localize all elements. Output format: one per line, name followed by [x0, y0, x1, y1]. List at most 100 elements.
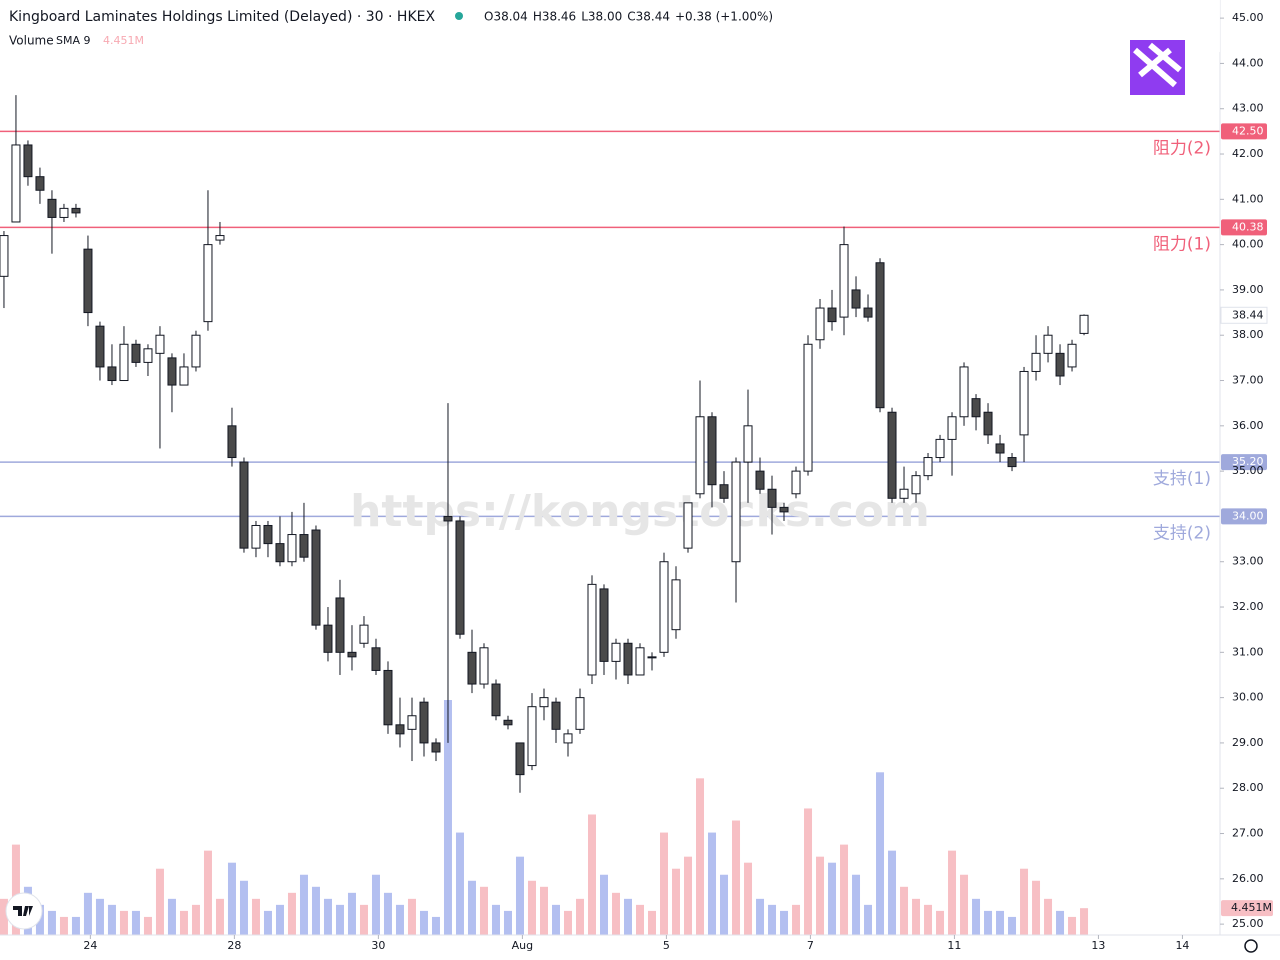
- volume-bar: [1008, 916, 1017, 935]
- y-tick-label: 36.00: [1232, 419, 1264, 432]
- level-badge: [1221, 454, 1267, 471]
- settings-icon[interactable]: [1244, 939, 1258, 953]
- volume-bar: [936, 910, 945, 935]
- volume-bar: [11, 844, 20, 935]
- volume-bar: [1068, 916, 1077, 935]
- x-tick-label: 7: [807, 939, 814, 952]
- volume-bar: [395, 904, 404, 935]
- volume-bar: [215, 898, 224, 935]
- last-price-label: 38.44: [1232, 308, 1264, 321]
- volume-bar: [984, 910, 993, 935]
- volume-bar: [732, 820, 741, 935]
- candle-body: [443, 515, 453, 522]
- volume-badge: [1221, 900, 1273, 917]
- candles-layer: [0, 95, 1089, 793]
- level-name: 阻力(1): [1153, 234, 1211, 254]
- y-tick-label: 38.00: [1232, 328, 1264, 341]
- x-tick-label: 13: [1091, 939, 1105, 952]
- candle-body: [323, 624, 333, 653]
- level-name: 阻力(2): [1153, 138, 1211, 158]
- volume-bar: [924, 904, 933, 935]
- ohlc-value: O38.04: [484, 10, 528, 24]
- candle-body: [767, 488, 777, 508]
- volume-bar: [383, 892, 392, 935]
- candle-body: [875, 262, 885, 409]
- y-tick-label: 43.00: [1232, 102, 1264, 115]
- candle-body: [383, 669, 393, 726]
- candle-body: [863, 307, 873, 318]
- level-name: 支持(1): [1153, 469, 1211, 489]
- candle-body: [515, 742, 525, 776]
- y-tick-label: 31.00: [1232, 645, 1264, 658]
- candle-body: [1031, 352, 1041, 372]
- candle-body: [239, 461, 249, 549]
- volume-bar: [1020, 868, 1029, 935]
- volume-bar: [1032, 880, 1041, 935]
- candle-body: [395, 724, 405, 735]
- candle-body: [359, 624, 369, 644]
- volume-bar: [251, 898, 260, 935]
- x-tick-label: 11: [947, 939, 961, 952]
- volume-bar: [455, 832, 464, 935]
- candle-body: [755, 470, 765, 490]
- candle-body: [59, 207, 69, 218]
- x-tick-label: 28: [227, 939, 241, 952]
- candle-body: [407, 715, 417, 730]
- candle-body: [191, 334, 201, 368]
- candle-body: [971, 398, 981, 418]
- volume-bar: [1056, 910, 1065, 935]
- candle-body: [743, 425, 753, 463]
- volume-bar: [419, 910, 428, 935]
- volume-bar: [479, 886, 488, 935]
- volume-bar: [599, 874, 608, 935]
- volume-bar: [864, 904, 873, 935]
- candle-body: [71, 207, 81, 214]
- candle-body: [779, 506, 789, 513]
- candle-body: [899, 488, 909, 499]
- y-tick-label: 29.00: [1232, 736, 1264, 749]
- volume-bar: [876, 772, 885, 935]
- candle-body: [467, 651, 477, 685]
- x-tick-label: Aug: [512, 939, 533, 952]
- volume-bar: [515, 856, 524, 935]
- candle-body: [1019, 370, 1029, 436]
- candle-body: [659, 561, 669, 653]
- volume-bar: [503, 910, 512, 935]
- candle-body: [527, 706, 537, 767]
- candle-body: [83, 248, 93, 314]
- volume-bar: [539, 886, 548, 935]
- candle-body: [215, 235, 225, 241]
- volume-bar: [287, 892, 296, 935]
- candle-body: [827, 307, 837, 323]
- volume-legend: Volume: [9, 34, 54, 48]
- volume-bar: [95, 898, 104, 935]
- x-tick-label: 5: [663, 939, 670, 952]
- candle-body: [683, 502, 693, 549]
- volume-bar: [768, 904, 777, 935]
- y-tick-label: 42.00: [1232, 147, 1264, 160]
- volume-bar: [275, 904, 284, 935]
- candle-body: [803, 343, 813, 472]
- candle-body: [347, 651, 357, 658]
- candle-body: [371, 647, 381, 671]
- y-tick-label: 32.00: [1232, 600, 1264, 613]
- candle-body: [251, 524, 261, 549]
- candle-body: [335, 597, 345, 653]
- volume-bar: [1044, 898, 1053, 935]
- candle-body: [995, 443, 1005, 454]
- volume-bar: [972, 898, 981, 935]
- symbol-title: Kingboard Laminates Holdings Limited (De…: [9, 9, 435, 25]
- candle-body: [179, 366, 189, 386]
- y-tick-label: 37.00: [1232, 374, 1264, 387]
- candle-body: [839, 244, 849, 318]
- candle-body: [299, 534, 309, 558]
- candle-body: [983, 411, 993, 436]
- candle-body: [815, 307, 825, 341]
- candle-body: [719, 484, 729, 499]
- level-badge: [1221, 219, 1267, 236]
- volume-bar: [792, 904, 801, 935]
- candle-body: [539, 697, 549, 708]
- volume-bar: [852, 874, 861, 935]
- volume-bar: [371, 874, 380, 935]
